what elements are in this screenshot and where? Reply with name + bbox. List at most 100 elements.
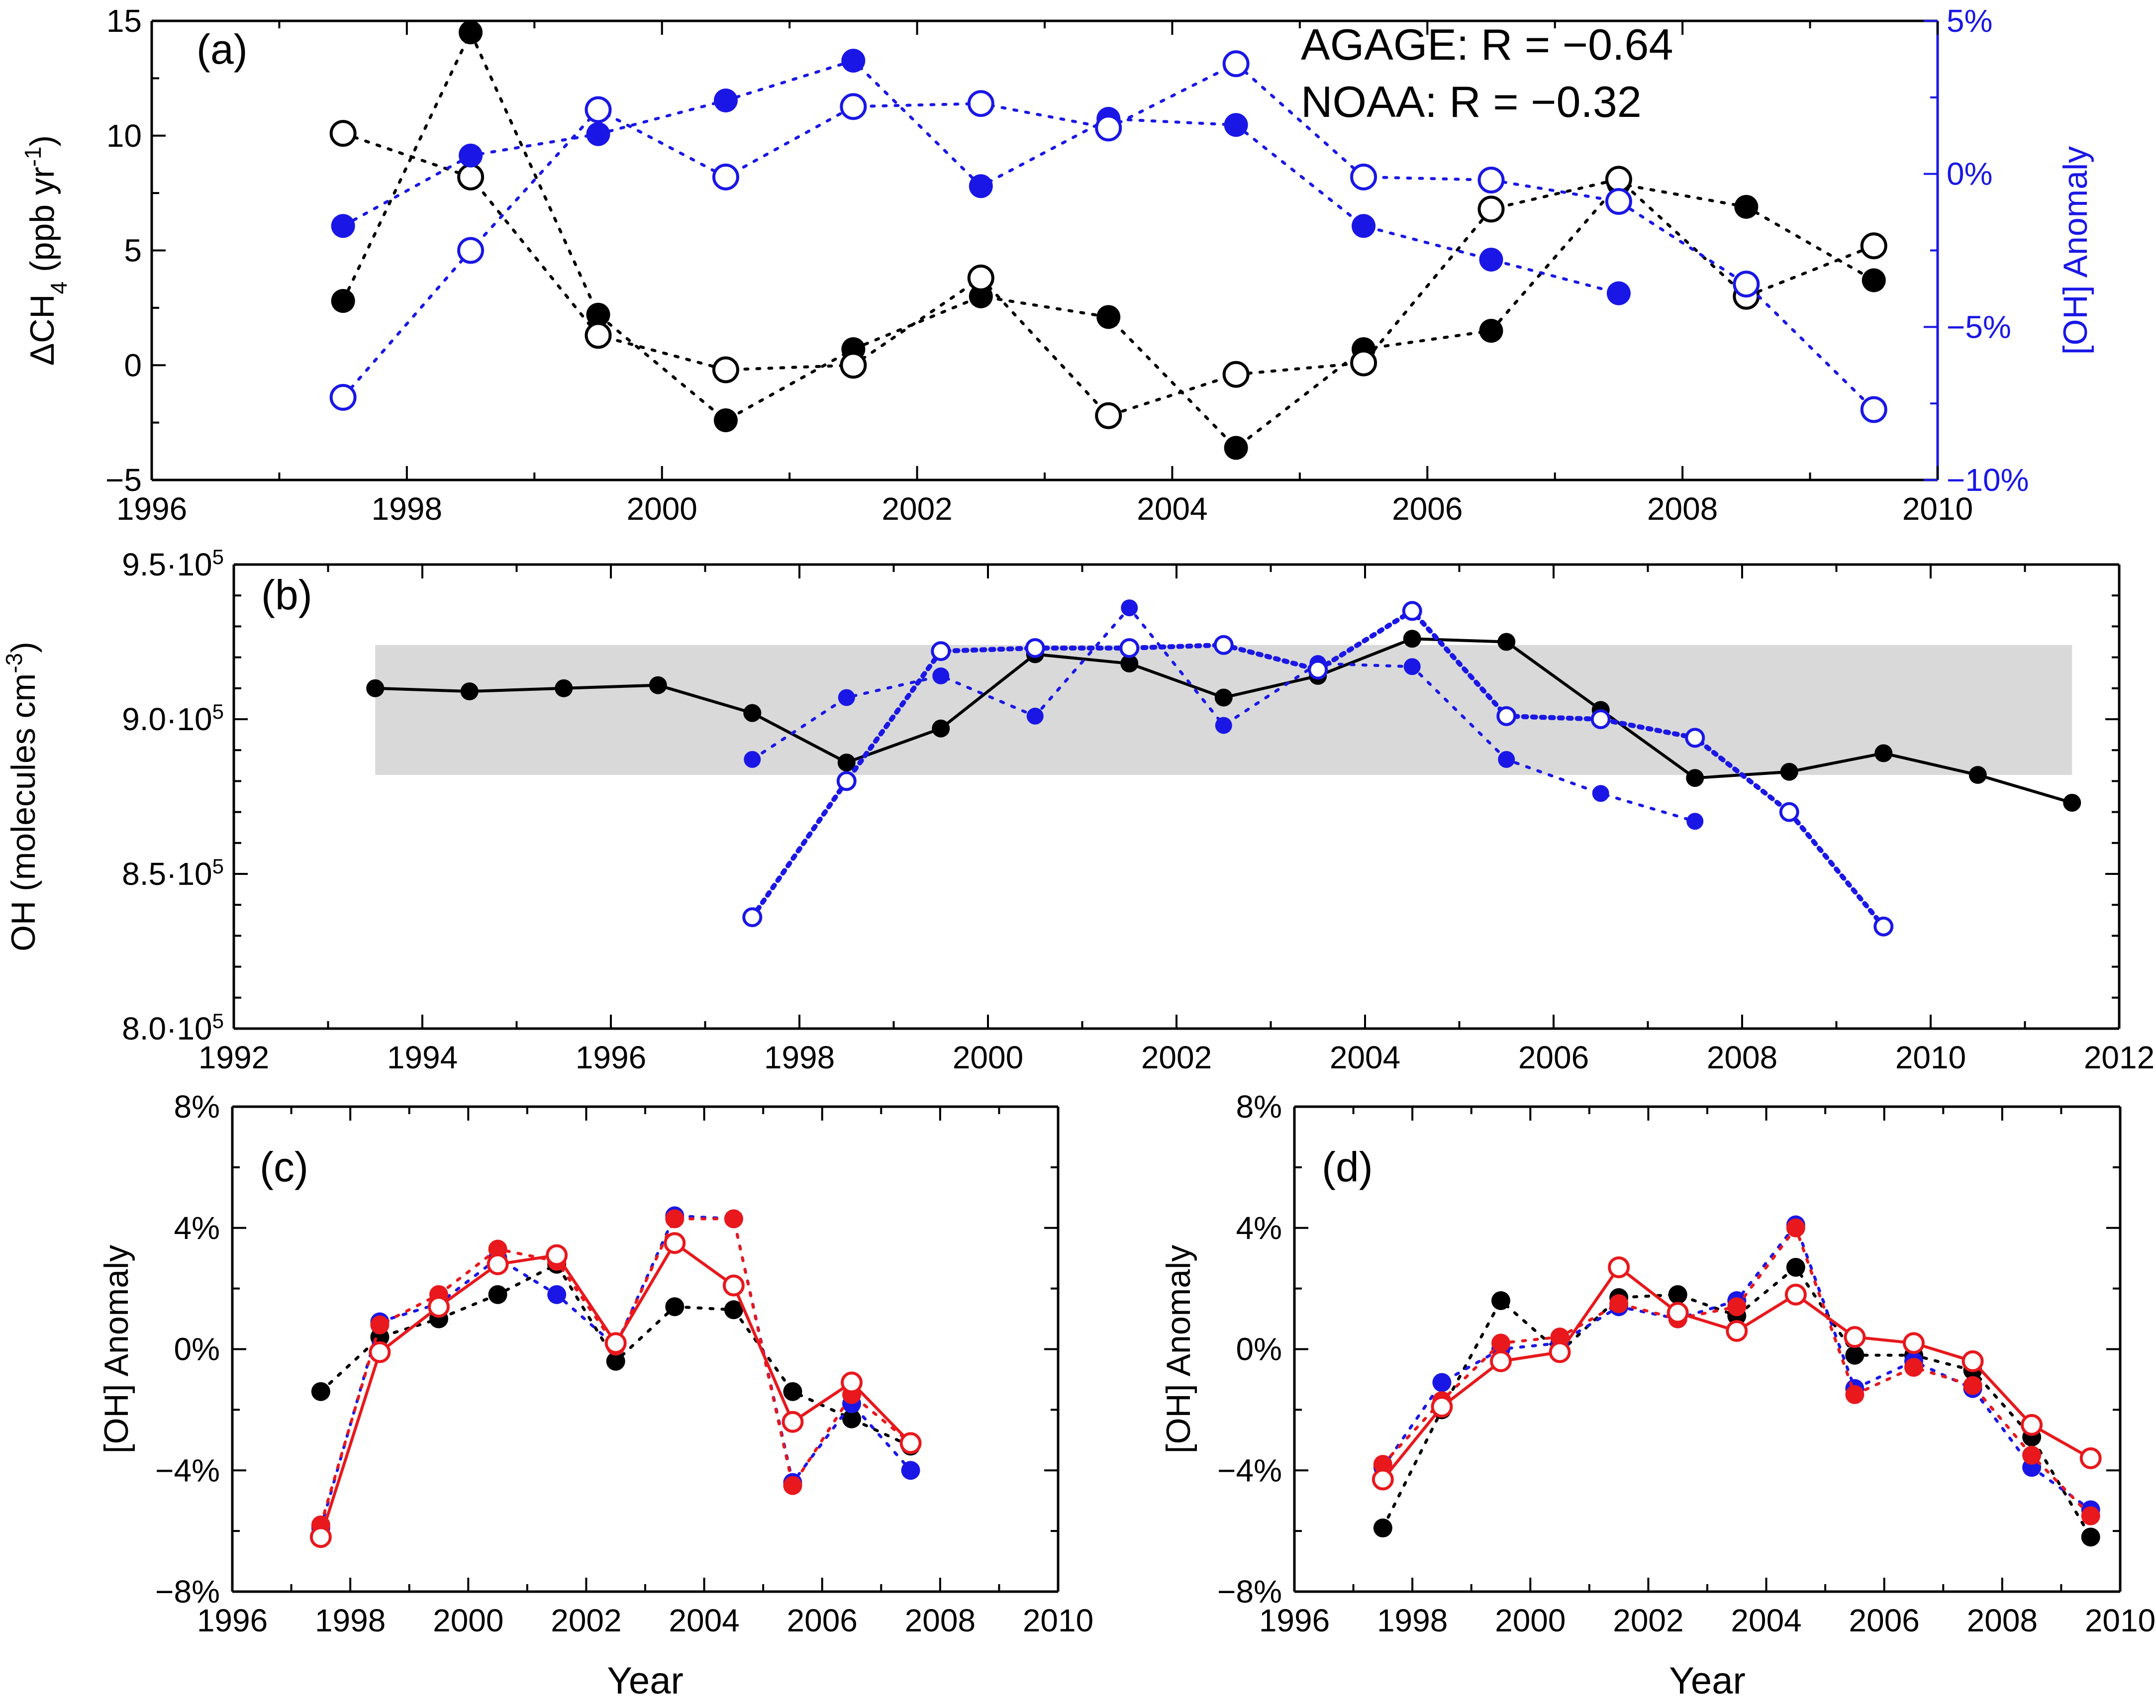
panel-d-series-3-point bbox=[1549, 1341, 1571, 1363]
panel-a-frame bbox=[150, 19, 1939, 481]
panel-c-series-2-point bbox=[665, 1209, 685, 1229]
panel-d-xtick-label: 1996 bbox=[1259, 1603, 1330, 1638]
panel-c-series-1 bbox=[311, 1206, 920, 1538]
panel-b-series-0-point bbox=[1120, 655, 1139, 673]
panel-c-series-0-point bbox=[842, 1409, 861, 1428]
panel-a-series-1-point bbox=[457, 163, 485, 190]
panel-a-ylabel-close: ) bbox=[23, 135, 61, 147]
panel-a-series-2-point bbox=[1224, 113, 1248, 137]
panel-a-series-3-point bbox=[1860, 396, 1887, 423]
panel-c-ytick-label: 8% bbox=[174, 1089, 220, 1125]
panel-a-xtick-label: 2008 bbox=[1647, 491, 1718, 527]
panel-b-series-2-point bbox=[1119, 638, 1140, 658]
panel-a-series-0-point bbox=[459, 20, 483, 45]
panel-c-series-3 bbox=[309, 1232, 922, 1548]
panel-c-series-2-line bbox=[319, 1217, 912, 1526]
panel-b-series-2-point bbox=[1213, 635, 1234, 655]
panel-b-xtick-label: 2000 bbox=[953, 1040, 1023, 1075]
panel-d-frame bbox=[1293, 1105, 2122, 1593]
annotation-noaa: NOAA: R = −0.32 bbox=[1301, 77, 1642, 126]
panel-b-ytick-label: 8.0·105 bbox=[122, 1009, 224, 1047]
panel-b-xtick-label: 2002 bbox=[1141, 1040, 1212, 1075]
panel-c-series-1-point bbox=[901, 1461, 920, 1480]
panel-a-series-3-point bbox=[712, 163, 739, 190]
panel-a-series-0-point bbox=[1734, 194, 1759, 219]
panel-d-series-0-point bbox=[1373, 1518, 1392, 1538]
panel-d-series-3-point bbox=[1431, 1396, 1453, 1418]
panel-c-series-3-point bbox=[899, 1432, 922, 1454]
panel-b-ylabel-close: ) bbox=[4, 642, 42, 653]
panel-d-xtick-label: 2000 bbox=[1495, 1603, 1566, 1638]
panel-b-ytick-label: 9.0·105 bbox=[122, 700, 224, 738]
panel-a-series-0-point bbox=[1479, 319, 1503, 343]
panel-b-ylabel: OH (molecules cm-3) bbox=[1, 642, 42, 951]
panel-b-uncertainty-band bbox=[375, 645, 2072, 775]
panel-b-series-2-point bbox=[1873, 916, 1894, 937]
panel-b-ylabel-text: OH (molecules cm bbox=[4, 673, 42, 951]
panel-b-ytick-base: 9.0·10 bbox=[122, 701, 212, 737]
panel-a-series-1-point bbox=[712, 356, 739, 383]
panel-a-ylabel-sub: 4 bbox=[46, 282, 72, 294]
panel-b-series-1-point bbox=[1498, 751, 1515, 768]
panel-a-xtick-label: 2002 bbox=[882, 491, 952, 527]
panel-d-series-3-point bbox=[2021, 1414, 2043, 1436]
panel-d-xtick-label: 1998 bbox=[1377, 1603, 1448, 1638]
panel-a-label: (a) bbox=[196, 26, 248, 73]
panel-c-ytick-label: −4% bbox=[155, 1452, 220, 1488]
panel-b-series-0-point bbox=[743, 704, 762, 722]
panel-b-ytick-base: 8.0·10 bbox=[122, 1011, 212, 1046]
panel-a-y2label: [OH] Anomaly bbox=[2057, 146, 2094, 355]
panel-b-series-2-point bbox=[931, 641, 951, 662]
panel-b-series-1-point bbox=[1686, 813, 1704, 830]
panel-d-ytick-label: 4% bbox=[1236, 1210, 1282, 1246]
panel-d-label: (d) bbox=[1322, 1143, 1373, 1190]
panel-a-series-1-point bbox=[585, 322, 612, 349]
panel-d-ylabel: [OH] Anomaly bbox=[1160, 1245, 1197, 1454]
panel-a-series-0-point bbox=[1096, 305, 1121, 329]
panel-a-series-3-point bbox=[967, 90, 994, 117]
panel-d-series-2-point bbox=[1786, 1218, 1805, 1237]
panel-a-ytick-label: −5 bbox=[105, 462, 142, 498]
panel-a-series-3-point bbox=[457, 237, 485, 264]
panel-c-series-1-line bbox=[319, 1214, 912, 1530]
panel-b-series-2-point bbox=[1779, 802, 1799, 822]
panel-b-series-2-point bbox=[1308, 660, 1328, 680]
panel-b-series-2-point bbox=[836, 771, 857, 791]
panel-d-series-2-point bbox=[1491, 1333, 1510, 1353]
panel-c-frame bbox=[231, 1105, 1060, 1593]
panel-a-series-3-point bbox=[1095, 114, 1122, 142]
panel-c-xtick-label: 2000 bbox=[433, 1603, 503, 1638]
panel-b-series-0-point bbox=[837, 754, 856, 772]
panel-c-series-0-point bbox=[724, 1300, 743, 1320]
panel-a-series-2-point bbox=[713, 88, 738, 112]
panel-a-series-1-point bbox=[1222, 361, 1250, 388]
panel-a-ylabel-text: ΔCH bbox=[23, 294, 61, 366]
panel-c-ytick-label: 0% bbox=[174, 1331, 220, 1367]
panel-c-series-0-point bbox=[311, 1382, 330, 1401]
panel-a-series-0-point bbox=[1224, 436, 1248, 460]
panel-a-y2tick-label: −10% bbox=[1947, 462, 2029, 498]
panel-a-series-1-point bbox=[1605, 166, 1632, 193]
panel-b-series-0-point bbox=[1686, 769, 1704, 787]
panel-a-ytick-label: 10 bbox=[106, 118, 142, 154]
panel-d-xtick-label: 2010 bbox=[2085, 1603, 2156, 1638]
panel-a-y2tick-label: −5% bbox=[1947, 309, 2011, 345]
panel-c-series-3-point bbox=[782, 1411, 804, 1433]
panel-a-series-1-point bbox=[1350, 349, 1377, 377]
panel-a-series-1-point bbox=[1860, 232, 1887, 260]
panel-d-series-2-point bbox=[1609, 1294, 1629, 1314]
panel-d-xtick-label: 2008 bbox=[1967, 1603, 2038, 1638]
panel-b-ylabel-sup: -3 bbox=[1, 653, 27, 673]
panel-b-series-0-point bbox=[1214, 688, 1233, 707]
panel-d-series-1-line bbox=[1381, 1222, 2092, 1512]
panel-d-ytick-label: 0% bbox=[1236, 1331, 1282, 1367]
panel-b-ytick-label: 8.5·105 bbox=[122, 854, 224, 892]
panel-b-series-2-point bbox=[742, 907, 763, 928]
panel-c-series-0-point bbox=[606, 1351, 625, 1371]
panel-b-ytick-base: 9.5·10 bbox=[122, 547, 212, 582]
panel-a-xtick-label: 1996 bbox=[116, 491, 187, 527]
panel-c-ytick-label: −8% bbox=[155, 1574, 220, 1610]
panel-b-xtick-label: 1992 bbox=[198, 1040, 269, 1075]
panel-b-xtick-label: 2006 bbox=[1518, 1040, 1589, 1075]
